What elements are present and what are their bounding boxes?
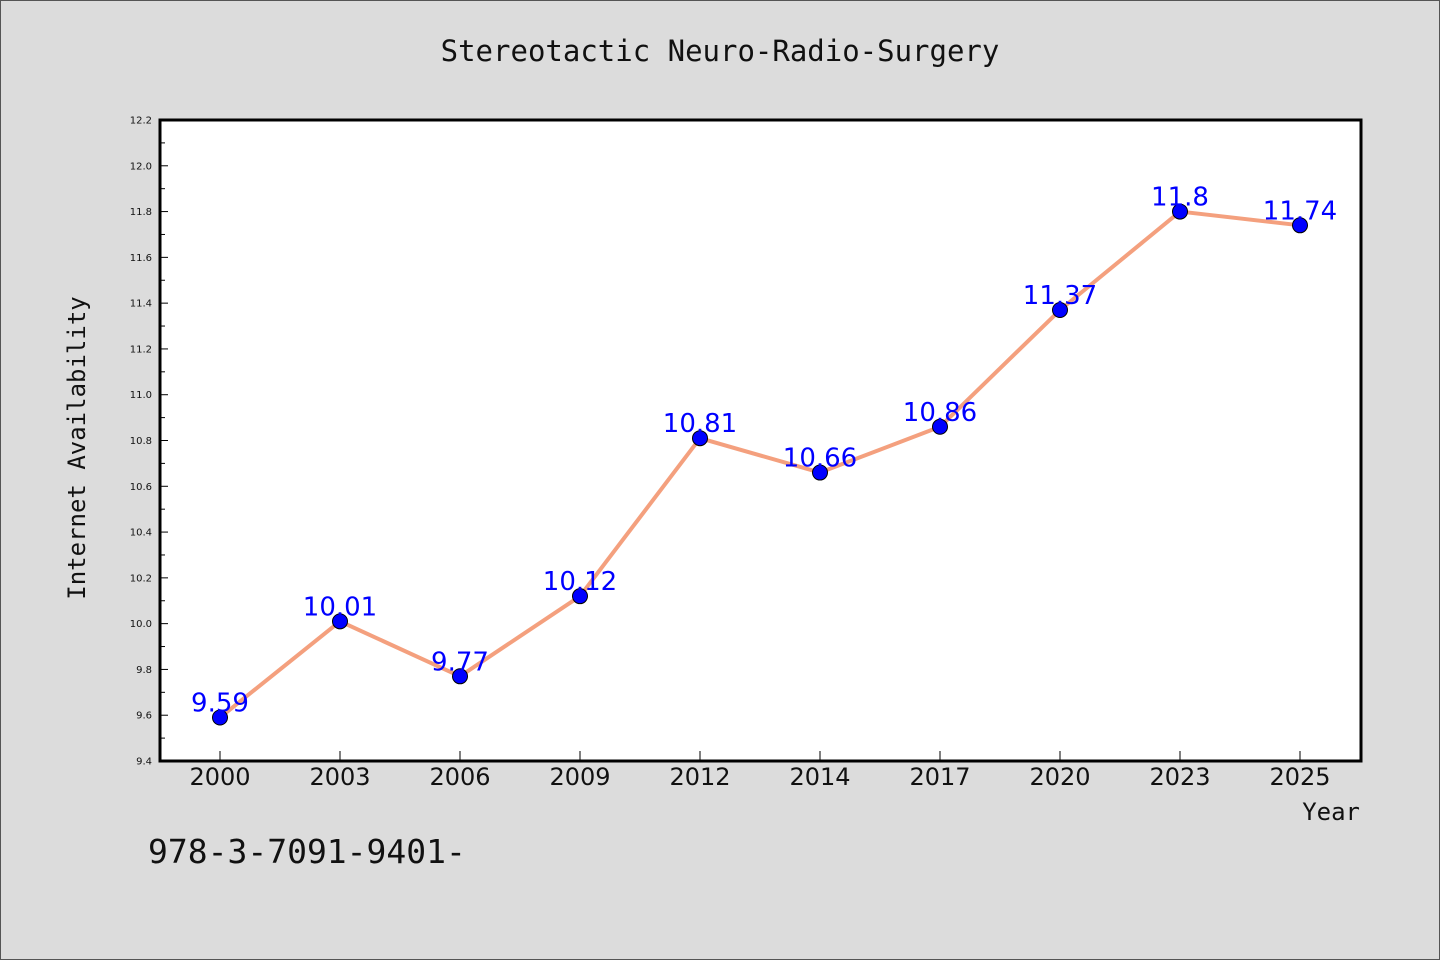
x-tick-label: 2017 — [909, 763, 970, 791]
y-tick-label: 9.4 — [136, 757, 152, 768]
data-label: 9.77 — [431, 647, 489, 677]
x-tick-label: 2014 — [789, 763, 850, 791]
y-tick-label: 12.2 — [130, 116, 152, 127]
data-label: 10.81 — [663, 409, 737, 439]
x-tick-label: 2009 — [549, 763, 610, 791]
x-tick-label: 2003 — [309, 763, 370, 791]
series-line — [218, 209, 1301, 720]
data-point — [452, 668, 468, 685]
x-axis: 2000 2003 2006 2009 2012 2014 2017 2020 2023 2025 — [189, 751, 1331, 791]
data-point — [212, 709, 228, 726]
y-tick-label: 9.6 — [136, 711, 152, 722]
x-tick-label: 2000 — [189, 763, 250, 791]
data-point — [1292, 217, 1308, 234]
data-label: 11.37 — [1023, 281, 1097, 311]
x-tick-label: 2012 — [669, 763, 730, 791]
y-tick-label: 9.8 — [136, 665, 152, 676]
y-tick-label: 11.2 — [130, 344, 152, 355]
data-point — [692, 430, 708, 447]
data-point — [1052, 302, 1068, 319]
data-label: 10.66 — [783, 444, 857, 474]
y-tick-label: 11.4 — [130, 299, 152, 310]
series-group: 9.59 10.01 9.77 10.12 10.81 10.66 10.86 11.37 11… — [191, 183, 1337, 726]
y-axis: 9.4 9.6 9.8 10.0 10.2 10.4 10.6 10.8 11.0 11.2 11.… — [130, 116, 168, 768]
data-label: 11.8 — [1151, 183, 1209, 213]
data-label: 10.86 — [903, 398, 977, 428]
y-tick-label: 10.2 — [130, 573, 152, 584]
data-label: 9.59 — [191, 689, 249, 719]
y-tick-label: 12.0 — [130, 161, 152, 172]
data-point — [572, 588, 588, 605]
y-tick-label: 11.8 — [130, 207, 152, 218]
y-tick-label: 10.0 — [130, 619, 152, 630]
x-axis-title: Year — [1302, 798, 1360, 826]
y-axis-title: Internet Availability — [63, 296, 91, 599]
data-label: 11.74 — [1263, 196, 1337, 226]
x-tick-label: 2020 — [1029, 763, 1090, 791]
y-tick-label: 11.6 — [130, 253, 152, 264]
y-tick-label: 11.0 — [130, 390, 152, 401]
x-tick-label: 2025 — [1269, 763, 1330, 791]
data-label: 10.12 — [543, 567, 617, 597]
x-tick-label: 2006 — [429, 763, 490, 791]
y-tick-label: 10.6 — [130, 482, 152, 493]
y-tick-label: 10.4 — [130, 528, 152, 539]
y-tick-label: 10.8 — [130, 436, 152, 447]
footer-text: 978-3-7091-9401- — [148, 832, 466, 871]
chart-title: Stereotactic Neuro-Radio-Surgery — [440, 34, 1000, 68]
data-point — [1172, 203, 1188, 220]
data-point — [332, 613, 348, 630]
x-tick-label: 2023 — [1149, 763, 1210, 791]
data-point — [932, 418, 948, 435]
data-label: 10.01 — [303, 592, 377, 622]
data-point — [812, 464, 828, 481]
